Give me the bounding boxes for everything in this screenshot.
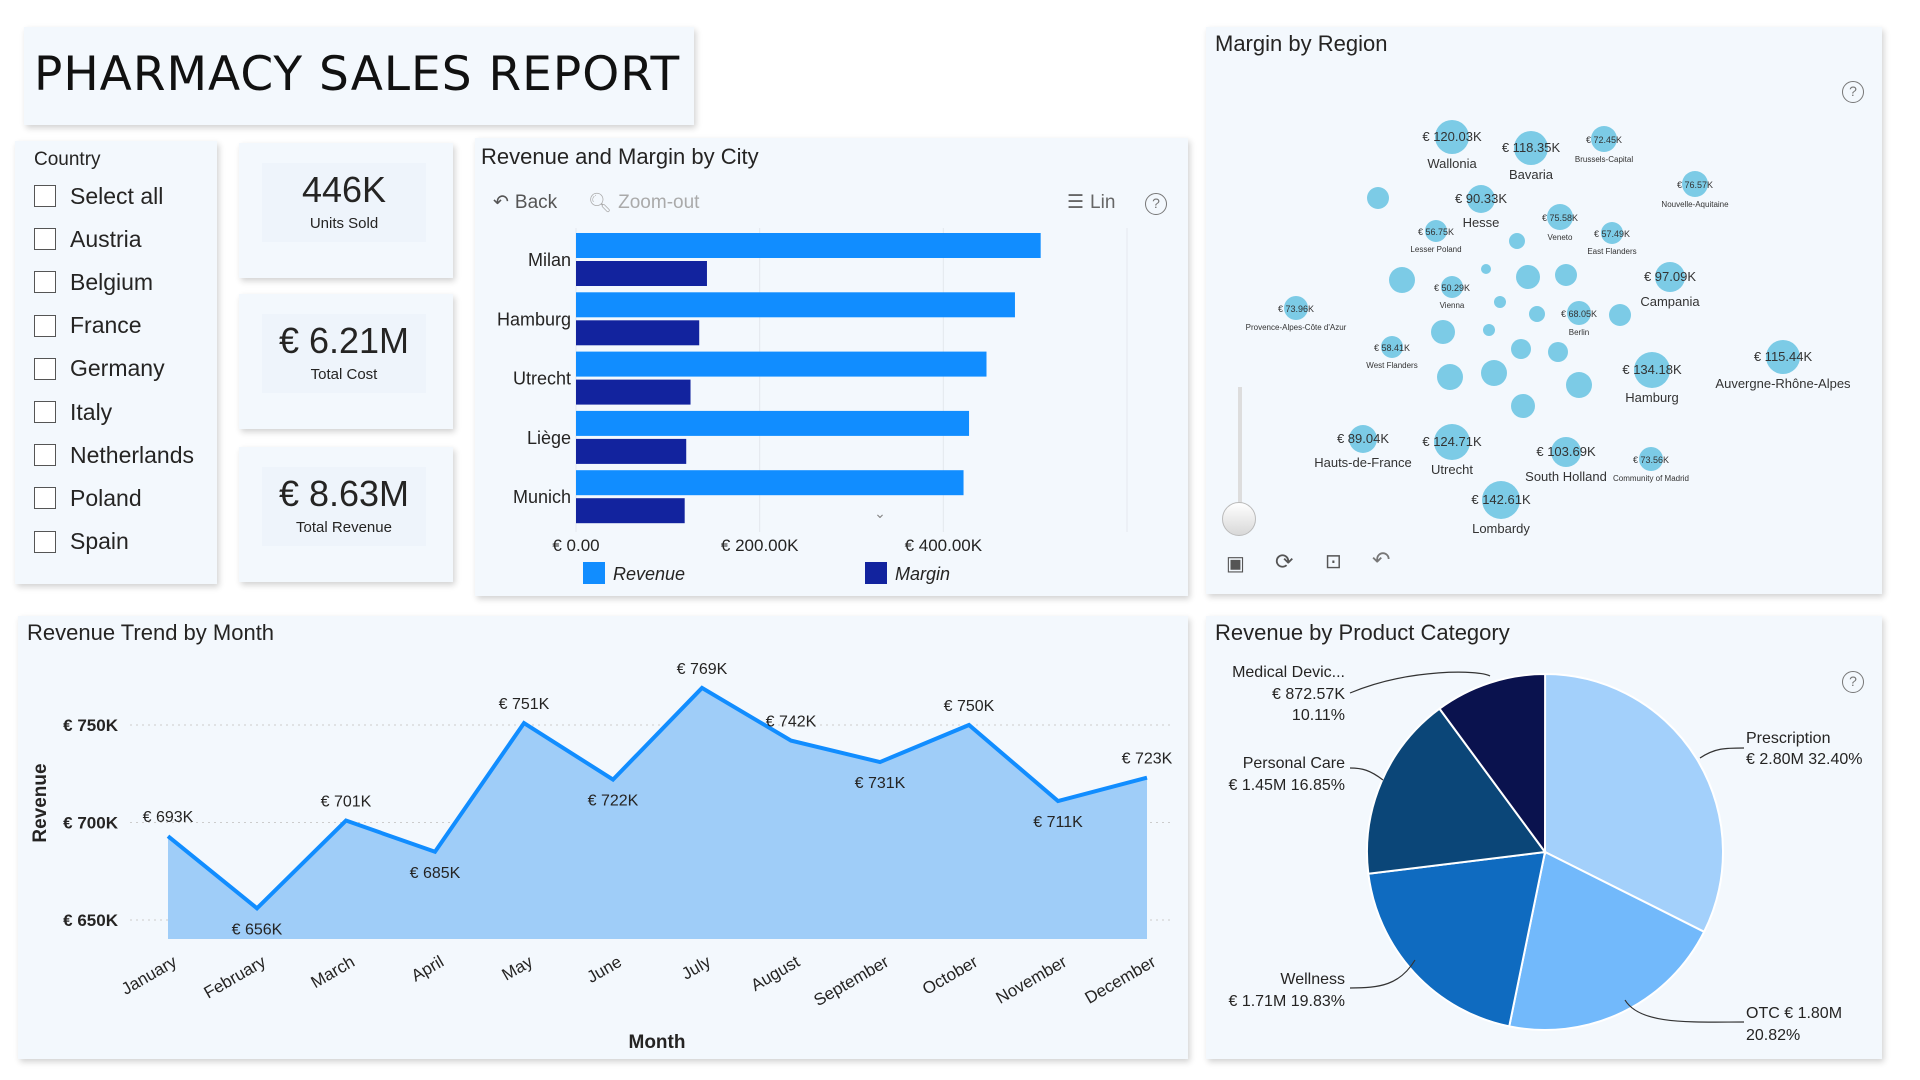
report-title-card: PHARMACY SALES REPORT [24,27,694,125]
kpi-total-revenue: € 8.63M Total Revenue [239,447,453,582]
slicer-item-label: Netherlands [70,441,195,468]
refresh-icon[interactable]: ⟳ [1275,549,1294,574]
checkbox[interactable] [34,314,56,337]
help-icon[interactable]: ? [1842,671,1864,693]
slicer-item-poland[interactable]: Poland [34,483,142,513]
slicer-item-france[interactable]: France [34,311,142,341]
lin-toggle[interactable]: ☰ Lin [1067,191,1116,214]
kpi-value: € 8.63M [278,473,410,514]
kpi-label: Total Revenue [296,519,392,536]
checkbox[interactable] [34,401,56,423]
checkbox[interactable] [34,185,56,207]
panel-title: Margin by Region [1215,31,1388,56]
kpi-total-cost: € 6.21M Total Cost [239,294,453,429]
checkbox[interactable] [34,271,56,294]
checkbox[interactable] [34,487,56,510]
slicer-item-label: Poland [70,484,142,511]
checkbox[interactable] [34,228,56,251]
kpi-label: Units Sold [309,215,379,232]
slicer-item-belgium[interactable]: Belgium [34,267,153,297]
panel-title: Revenue by Product Category [1215,620,1510,645]
checkbox[interactable] [34,357,56,380]
slicer-item-label: Spain [70,528,129,555]
zoom-out-button[interactable]: 🔍︎ Zoom-out [588,192,700,214]
zoom-out-icon: 🔍︎ [588,193,613,214]
slicer-item-label: Italy [70,398,113,425]
revenue-by-category-panel: Revenue by Product Category ? [1206,616,1882,1059]
list-icon: ☰ [1067,192,1085,213]
slicer-item-label: France [70,312,142,339]
country-slicer: Country Select all Austria Belgium France Ge… [15,141,217,584]
slicer-item-spain[interactable]: Spain [34,527,129,557]
slicer-item-germany[interactable]: Germany [34,354,165,384]
kpi-label: Total Cost [310,366,378,383]
kpi-value: 446K [301,169,387,210]
back-arrow-icon: ↶ [493,192,509,213]
undo-icon[interactable]: ↶ [1372,547,1391,572]
revenue-trend-panel: Revenue Trend by Month [18,616,1188,1059]
report-title: PHARMACY SALES REPORT [34,47,681,102]
slicer-item-italy[interactable]: Italy [34,397,112,427]
help-icon[interactable]: ? [1145,193,1167,215]
zoom-slider-handle[interactable] [1222,502,1256,536]
checkbox[interactable] [34,444,56,467]
slicer-item-label: Belgium [70,268,154,295]
slicer-item-label: Germany [70,355,165,382]
margin-by-region-panel: Margin by Region ? ▣ ⟳ ⊡ ↶ [1206,27,1882,594]
help-icon[interactable]: ? [1842,81,1864,103]
zoom-slider-track[interactable] [1238,387,1242,517]
kpi-value: € 6.21M [278,320,410,361]
slicer-item-label: Austria [70,225,142,252]
slicer-item-label: Select all [70,182,164,209]
screenshot-icon[interactable]: ▣ [1226,553,1245,575]
revenue-margin-by-city-panel: Revenue and Margin by City ↶ Back 🔍︎ Zoom-… [475,138,1188,596]
panel-title: Revenue Trend by Month [27,620,275,645]
checkbox[interactable] [34,530,56,553]
slicer-item-select-all[interactable]: Select all [34,181,163,211]
slicer-item-netherlands[interactable]: Netherlands [34,440,194,470]
slicer-item-austria[interactable]: Austria [34,224,142,254]
unlock-icon[interactable]: ⊡ [1325,551,1342,573]
slicer-title: Country [34,149,101,170]
kpi-units-sold: 446K Units Sold [239,143,453,278]
panel-title: Revenue and Margin by City [481,144,759,169]
back-button[interactable]: ↶ Back [493,191,558,214]
